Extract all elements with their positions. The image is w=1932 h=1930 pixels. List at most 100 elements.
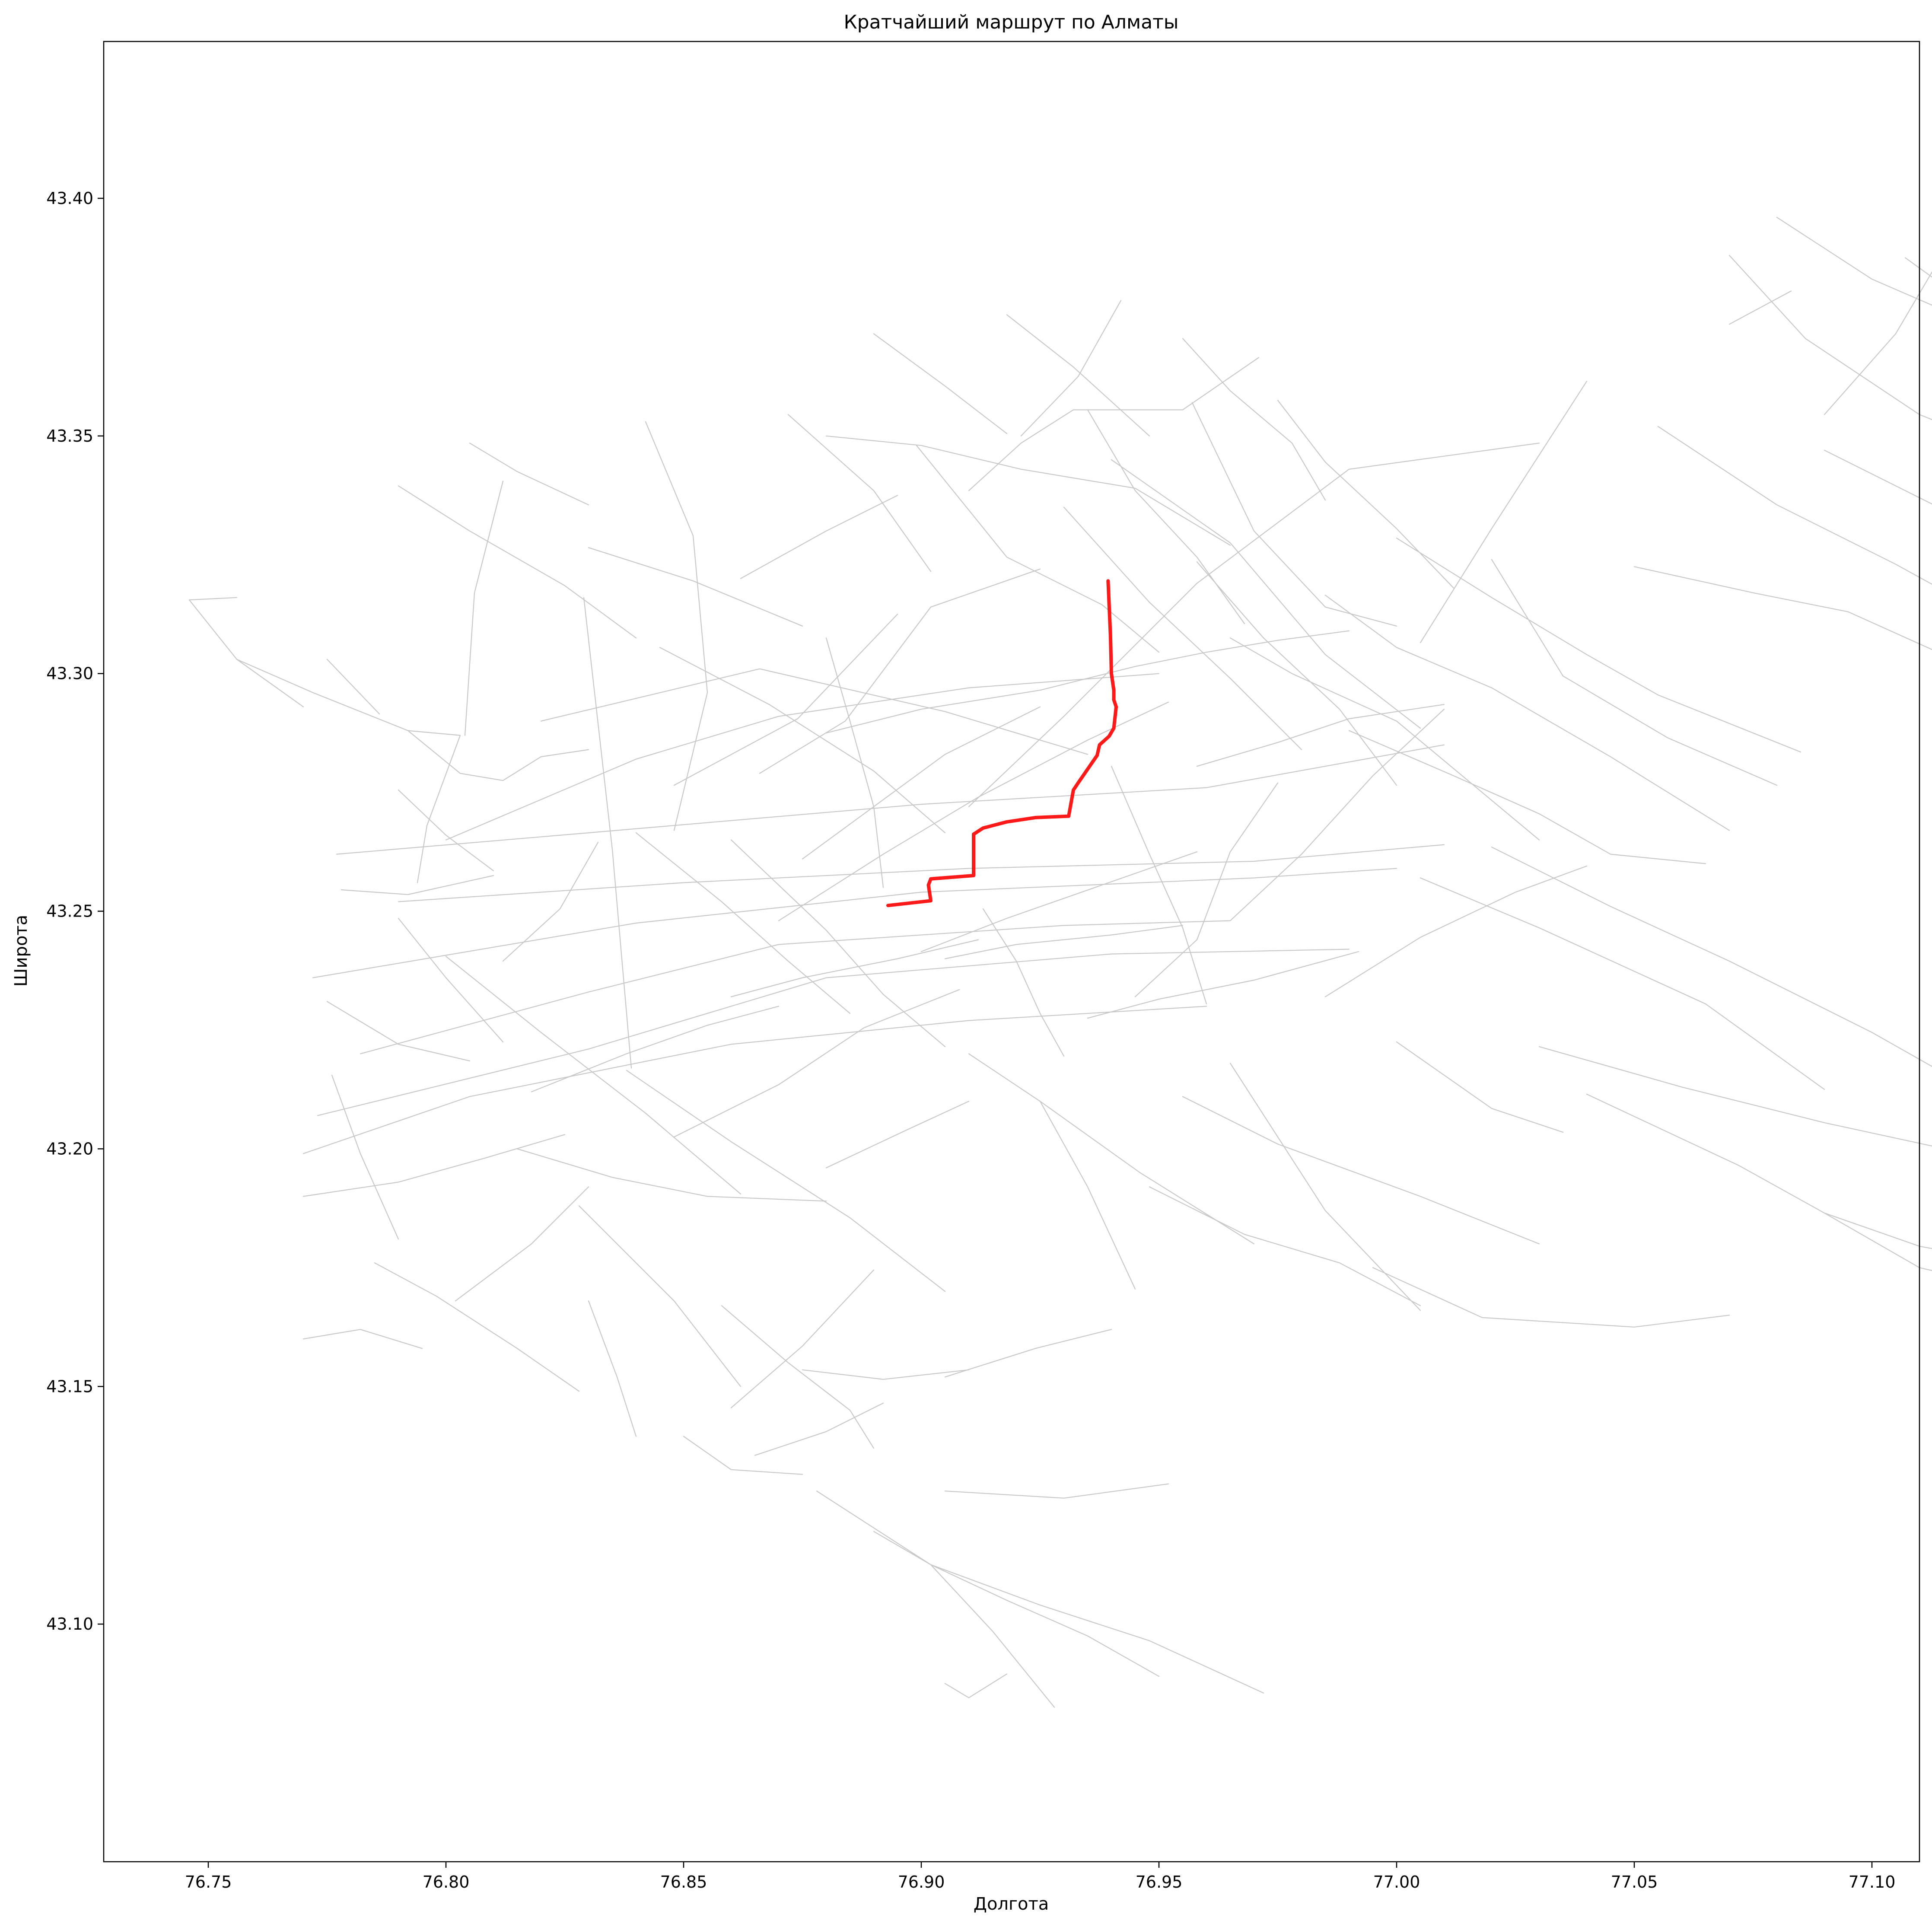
street-segment xyxy=(302,1329,423,1349)
street-segment xyxy=(730,839,946,1047)
street-segment xyxy=(455,1186,589,1302)
street-segment xyxy=(445,955,742,1194)
y-tick-label: 43.15 xyxy=(46,1377,93,1396)
street-segment xyxy=(626,1070,946,1292)
street-segment xyxy=(331,1074,399,1240)
street-segment xyxy=(825,666,1136,734)
street-segment xyxy=(968,357,1260,491)
street-segment xyxy=(1039,1101,1136,1290)
street-segment xyxy=(445,673,1160,841)
street-segment xyxy=(1134,630,1350,667)
street-segment xyxy=(588,547,803,627)
street-segment xyxy=(540,668,1089,755)
street-segment xyxy=(1020,300,1122,436)
street-segment xyxy=(740,495,898,579)
x-tick-label: 77.00 xyxy=(1373,1873,1420,1892)
street-segment xyxy=(754,1402,884,1456)
street-segment xyxy=(1633,566,1932,650)
street-segment xyxy=(968,1053,1255,1245)
y-tick-label: 43.35 xyxy=(46,427,93,446)
street-segment xyxy=(982,908,1065,1057)
y-axis-label: Широта xyxy=(11,915,31,987)
street-segment xyxy=(816,1490,1055,1708)
street-segment xyxy=(1396,1041,1564,1133)
street-segment xyxy=(302,1134,566,1197)
street-segment xyxy=(1196,704,1445,767)
street-segment xyxy=(1063,506,1302,750)
street-segment xyxy=(1134,782,1279,997)
street-segment xyxy=(326,659,380,715)
y-tick-label: 43.10 xyxy=(46,1615,93,1634)
street-segment xyxy=(635,832,851,1014)
street-segment xyxy=(398,917,504,1043)
street-segment xyxy=(930,1564,1264,1694)
street-segment xyxy=(188,597,238,601)
street-segment xyxy=(1324,865,1588,997)
street-segment xyxy=(1111,765,1207,1005)
street-segment xyxy=(336,744,1445,855)
street-segment xyxy=(398,485,637,639)
street-segment xyxy=(1087,409,1245,624)
street-segment xyxy=(374,1262,580,1392)
street-segment xyxy=(236,659,304,707)
street-segment xyxy=(502,841,599,962)
street-segment xyxy=(825,1101,970,1169)
street-segment xyxy=(588,1300,637,1437)
street-segment xyxy=(1420,381,1588,643)
y-tick-label: 43.25 xyxy=(46,902,93,921)
street-segment xyxy=(398,789,494,872)
street-segment xyxy=(944,1329,1112,1378)
plot-frame xyxy=(103,41,1920,1863)
street-segment xyxy=(1586,1093,1920,1247)
street-segment xyxy=(417,735,461,883)
route-line xyxy=(886,579,1118,908)
x-tick-label: 76.95 xyxy=(1136,1873,1183,1892)
shortest-route xyxy=(886,579,1118,908)
street-segment xyxy=(1824,1212,1932,1271)
x-tick-label: 76.75 xyxy=(185,1873,232,1892)
street-segment xyxy=(673,614,898,786)
street-segment xyxy=(1191,402,1397,627)
x-tick-label: 77.10 xyxy=(1849,1873,1896,1892)
street-segment xyxy=(1229,637,1540,841)
street-segment xyxy=(1657,426,1932,585)
street-segment xyxy=(583,597,632,1069)
street-segment xyxy=(968,443,1540,807)
street-segment xyxy=(360,920,1231,1054)
x-tick-label: 76.90 xyxy=(898,1873,945,1892)
chart-title: Кратчайший маршрут по Алматы xyxy=(843,11,1178,33)
street-segment xyxy=(1348,730,1706,864)
street-segment xyxy=(873,333,1008,434)
street-segment xyxy=(464,481,504,736)
street-segment xyxy=(1196,561,1397,786)
street-segment xyxy=(944,1483,1169,1499)
x-tick-label: 76.85 xyxy=(660,1873,707,1892)
street-segment xyxy=(1420,877,1825,1090)
y-tick-label: 43.40 xyxy=(46,189,93,208)
street-segment xyxy=(721,1305,875,1449)
x-tick-label: 76.80 xyxy=(423,1873,470,1892)
street-segment xyxy=(1538,1046,1932,1147)
street-segment xyxy=(920,851,1198,952)
street-segment xyxy=(1824,449,1932,505)
y-tick-label: 43.20 xyxy=(46,1139,93,1158)
street-segment xyxy=(787,414,932,572)
street-segment xyxy=(1491,559,1778,786)
street-segment xyxy=(683,1436,803,1475)
street-segment xyxy=(578,1205,742,1387)
street-segment xyxy=(802,706,1041,860)
street-segment xyxy=(341,875,494,895)
street-segment xyxy=(516,1148,827,1202)
street-segment xyxy=(1182,338,1326,501)
street-segment xyxy=(944,1673,1008,1698)
street-segment xyxy=(645,421,694,536)
street-segment xyxy=(1111,459,1421,729)
y-tick-label: 43.30 xyxy=(46,664,93,683)
street-segment xyxy=(1149,1186,1421,1306)
street-segment xyxy=(1087,951,1359,1019)
street-segment xyxy=(398,844,1445,902)
street-segment xyxy=(1277,400,1455,589)
street-segment xyxy=(188,599,461,736)
